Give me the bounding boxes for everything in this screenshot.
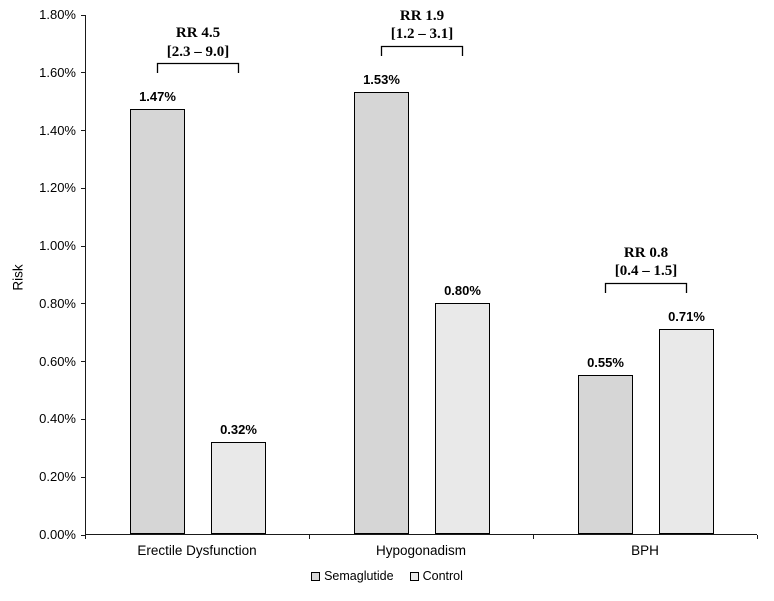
- y-axis-tick-mark: [81, 72, 85, 74]
- legend-label: Semaglutide: [324, 569, 394, 583]
- bar-control: [435, 302, 490, 534]
- legend-swatch-control: [409, 571, 419, 581]
- y-axis-tick-label: 0.80%: [39, 295, 76, 311]
- rr-value: RR 1.9: [399, 7, 445, 24]
- bar-control: [211, 441, 266, 534]
- y-axis-tick-mark: [81, 361, 85, 363]
- rr-ci: [2.3 – 9.0]: [166, 43, 230, 60]
- legend-item: Semaglutide: [311, 569, 394, 583]
- x-axis-tick-mark: [85, 535, 86, 539]
- legend-swatch-semaglutide: [311, 571, 321, 581]
- x-axis-tick-mark: [309, 535, 310, 539]
- bar-value-label: 0.80%: [444, 282, 481, 298]
- x-axis-tick-mark: [757, 535, 758, 539]
- y-axis-tick-label: 1.40%: [39, 122, 76, 138]
- y-axis-tick-mark: [81, 130, 85, 132]
- bar-semaglutide: [354, 92, 409, 534]
- rr-value: RR 4.5: [175, 24, 221, 41]
- category-label: BPH: [631, 543, 659, 558]
- y-axis-tick-label: 0.00%: [39, 527, 76, 542]
- legend: Semaglutide Control: [0, 569, 774, 583]
- rr-value: RR 0.8: [623, 244, 669, 261]
- y-axis-tick-label: 1.60%: [39, 64, 76, 80]
- bar-value-label: 0.55%: [587, 355, 624, 371]
- y-axis-tick-mark: [81, 303, 85, 305]
- y-axis-tick-label: 1.00%: [39, 238, 76, 254]
- legend-item: Control: [409, 569, 463, 583]
- y-axis-tick-mark: [81, 418, 85, 420]
- category-label: Hypogonadism: [375, 543, 467, 558]
- y-axis-tick-label: 0.60%: [39, 353, 76, 369]
- rr-annotation: RR 4.5 [2.3 – 9.0]: [156, 24, 240, 74]
- y-axis-tick-mark: [81, 476, 85, 478]
- plot-area: 1.47% 0.32% RR 4.5 [2.3 – 9.0] 1.53% 0.80% RR …: [85, 8, 757, 535]
- y-axis-tick-label: 0.20%: [39, 469, 76, 485]
- y-axis-tick-label: 1.80%: [39, 7, 76, 22]
- rr-ci: [0.4 – 1.5]: [614, 263, 678, 280]
- x-axis-tick-mark: [533, 535, 534, 539]
- rr-annotation: RR 1.9 [1.2 – 3.1]: [380, 7, 464, 56]
- bar-semaglutide: [578, 375, 633, 534]
- rr-bracket: [156, 63, 240, 74]
- rr-bracket: [604, 282, 688, 293]
- rr-ci: [1.2 – 3.1]: [390, 26, 454, 43]
- y-axis-tick-mark: [81, 14, 85, 16]
- y-axis-tick-label: 0.40%: [39, 411, 76, 427]
- rr-annotation: RR 0.8 [0.4 – 1.5]: [604, 244, 688, 293]
- bar-control: [659, 328, 714, 534]
- y-axis-tick-label: 1.20%: [39, 180, 76, 196]
- bar-value-label: 0.71%: [668, 308, 705, 324]
- category-label: Erectile Dysfunction: [137, 543, 257, 558]
- y-axis-title: Risk: [10, 264, 26, 291]
- bar-semaglutide: [130, 109, 185, 534]
- rr-bracket: [380, 45, 464, 56]
- y-axis-tick-mark: [81, 534, 85, 536]
- y-axis-tick-mark: [81, 245, 85, 247]
- legend-label: Control: [422, 569, 463, 583]
- bar-value-label: 1.47%: [139, 89, 176, 105]
- bar-value-label: 1.53%: [363, 72, 400, 87]
- y-axis-tick-mark: [81, 187, 85, 189]
- bar-value-label: 0.32%: [220, 421, 257, 437]
